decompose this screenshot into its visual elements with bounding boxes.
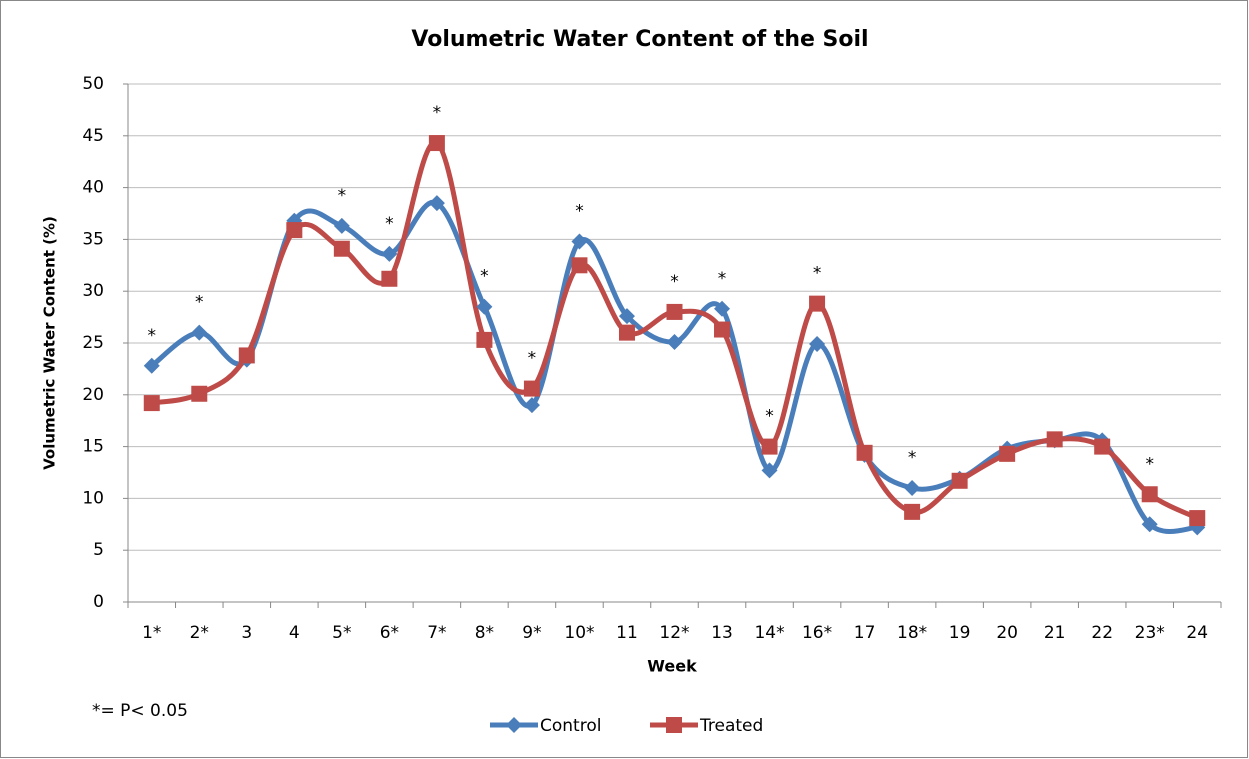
marker xyxy=(428,195,445,212)
marker xyxy=(523,380,540,397)
marker xyxy=(809,336,826,353)
significance-mark: * xyxy=(528,349,537,369)
marker xyxy=(191,385,208,402)
significance-mark: * xyxy=(670,272,679,292)
y-tick-label: 35 xyxy=(82,229,104,249)
significance-mark: * xyxy=(148,326,157,346)
x-tick-label: 2* xyxy=(190,623,209,643)
x-tick-label: 9* xyxy=(522,623,541,643)
x-tick-label: 12* xyxy=(659,623,689,643)
y-tick-label: 5 xyxy=(93,540,104,560)
marker xyxy=(333,217,350,234)
x-tick-label: 4 xyxy=(289,623,300,643)
marker xyxy=(476,298,493,315)
marker xyxy=(618,324,635,341)
marker xyxy=(951,472,968,489)
y-tick-label: 25 xyxy=(82,333,104,353)
x-tick-label: 5* xyxy=(332,623,351,643)
marker xyxy=(999,445,1016,462)
significance-mark: * xyxy=(1145,454,1154,474)
marker xyxy=(856,444,873,461)
significance-mark: * xyxy=(718,269,727,289)
significance-mark: * xyxy=(338,186,347,206)
marker xyxy=(191,324,208,341)
x-tick-label: 22 xyxy=(1091,623,1113,643)
marker xyxy=(761,462,778,479)
y-tick-label: 10 xyxy=(82,488,104,508)
significance-mark: * xyxy=(908,448,917,468)
marker xyxy=(333,240,350,257)
marker xyxy=(523,397,540,414)
y-tick-label: 40 xyxy=(82,178,104,198)
significance-mark: * xyxy=(575,201,584,221)
marker xyxy=(1141,516,1158,533)
y-tick-label: 30 xyxy=(82,281,104,301)
marker xyxy=(904,480,921,497)
significance-mark: * xyxy=(480,267,489,287)
y-tick-label: 50 xyxy=(82,74,104,94)
x-tick-label: 3 xyxy=(241,623,252,643)
y-tick-label: 45 xyxy=(82,126,104,146)
marker xyxy=(476,331,493,348)
x-tick-label: 7* xyxy=(427,623,446,643)
marker xyxy=(1189,510,1206,527)
x-tick-label: 6* xyxy=(380,623,399,643)
footnote: *= P< 0.05 xyxy=(92,701,188,721)
x-tick-label: 20 xyxy=(996,623,1018,643)
y-tick-label: 20 xyxy=(82,385,104,405)
marker xyxy=(428,135,445,152)
x-tick-label: 18* xyxy=(897,623,927,643)
marker xyxy=(809,295,826,312)
x-tick-label: 1* xyxy=(142,623,161,643)
x-tick-label: 13 xyxy=(711,623,733,643)
x-tick-label: 21 xyxy=(1044,623,1066,643)
y-tick-label: 15 xyxy=(82,437,104,457)
marker xyxy=(571,233,588,250)
x-tick-label: 23* xyxy=(1135,623,1165,643)
x-axis-title: Week xyxy=(647,657,697,676)
legend-marker xyxy=(666,717,682,733)
marker xyxy=(381,270,398,287)
marker xyxy=(666,333,683,350)
legend-label: Treated xyxy=(699,716,763,736)
chart-title: Volumetric Water Content of the Soil xyxy=(411,27,868,52)
significance-mark: * xyxy=(765,407,774,427)
legend-label: Control xyxy=(540,716,601,736)
x-tick-label: 8* xyxy=(475,623,494,643)
significance-mark: * xyxy=(385,214,394,234)
marker xyxy=(143,357,160,374)
x-tick-label: 17 xyxy=(854,623,876,643)
marker xyxy=(714,321,731,338)
x-tick-label: 16* xyxy=(802,623,832,643)
x-tick-label: 11 xyxy=(616,623,638,643)
x-tick-label: 14* xyxy=(754,623,784,643)
marker xyxy=(571,257,588,274)
marker xyxy=(904,503,921,520)
marker xyxy=(1141,486,1158,503)
significance-mark: * xyxy=(433,103,442,123)
significance-mark: * xyxy=(813,264,822,284)
y-tick-label: 0 xyxy=(93,592,104,612)
marker xyxy=(381,245,398,262)
marker xyxy=(143,395,160,412)
legend-marker xyxy=(506,717,522,733)
x-tick-label: 10* xyxy=(564,623,594,643)
marker xyxy=(714,300,731,317)
x-tick-label: 24 xyxy=(1186,623,1208,643)
marker xyxy=(761,438,778,455)
marker xyxy=(286,222,303,239)
marker xyxy=(238,347,255,364)
significance-mark: * xyxy=(195,293,204,313)
x-tick-label: 19 xyxy=(949,623,971,643)
marker xyxy=(618,308,635,325)
marker xyxy=(1094,438,1111,455)
marker xyxy=(666,303,683,320)
y-axis-title: Volumetric Water Content (%) xyxy=(41,216,59,470)
marker xyxy=(1046,431,1063,448)
